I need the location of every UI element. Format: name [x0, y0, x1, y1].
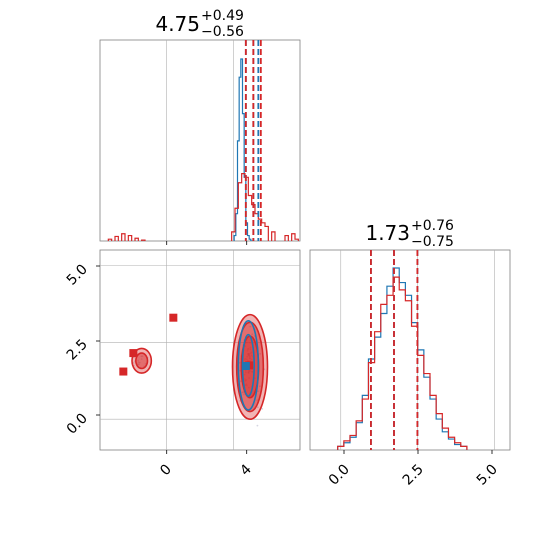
y-axis-ticks-joint	[96, 265, 100, 416]
histogram-red	[337, 276, 468, 450]
panel-frame	[99, 39, 301, 242]
marker-blue	[241, 362, 250, 370]
scatter-point	[261, 407, 264, 410]
quantile-lines	[370, 250, 419, 450]
y-tick-label: 2.5	[64, 337, 91, 364]
x-tick-label: 5.0	[474, 462, 501, 489]
title-lower-error: −0.56	[201, 24, 244, 40]
grid	[166, 40, 234, 241]
x-tick-label: 2.5	[400, 462, 427, 489]
panel-frame	[99, 249, 301, 451]
quantile-lines	[244, 40, 262, 241]
title-lower-error: −0.75	[411, 234, 454, 250]
panel-frame	[309, 249, 511, 451]
x-tick-label: 0	[157, 462, 175, 480]
contour-red	[135, 352, 149, 370]
x-tick-label: 4	[237, 461, 255, 479]
marker-layer	[119, 313, 254, 376]
marker-red	[119, 367, 128, 376]
joint-panel	[99, 249, 301, 451]
title-upper-error: +0.49	[201, 8, 244, 24]
scatter-point	[256, 424, 259, 427]
title-value: 1.73	[365, 221, 410, 245]
x-axis-ticks-top	[166, 241, 248, 245]
title-upper-error: +0.76	[411, 218, 454, 234]
scatter-point	[132, 362, 135, 364]
y-tick-label: 0.0	[64, 411, 91, 438]
x-tick-labels-joint: 0 4	[157, 461, 255, 479]
marker-red	[129, 349, 138, 358]
contour-blue	[237, 319, 260, 411]
series-layer	[337, 267, 468, 450]
marginal-panel-param1	[99, 39, 301, 242]
x-tick-label: 0.0	[326, 462, 353, 489]
title-param1: 4.75 +0.49 −0.56	[155, 8, 244, 40]
series-layer	[107, 58, 299, 241]
histogram-blue	[337, 267, 468, 450]
x-axis-ticks-joint	[166, 450, 248, 454]
histogram-blue	[233, 58, 253, 241]
marginal-panel-param2	[309, 249, 511, 451]
scatter-point	[256, 406, 259, 409]
title-value: 4.75	[155, 12, 200, 36]
histogram-red	[107, 173, 299, 241]
x-axis-ticks-param2	[343, 450, 493, 454]
y-tick-label: 5.0	[64, 262, 91, 289]
marker-red	[169, 313, 178, 322]
x-tick-labels-param2: 0.0 2.5 5.0	[326, 462, 501, 489]
y-tick-labels-joint: 0.0 2.5 5.0	[64, 262, 91, 438]
title-param2: 1.73 +0.76 −0.75	[365, 218, 454, 250]
